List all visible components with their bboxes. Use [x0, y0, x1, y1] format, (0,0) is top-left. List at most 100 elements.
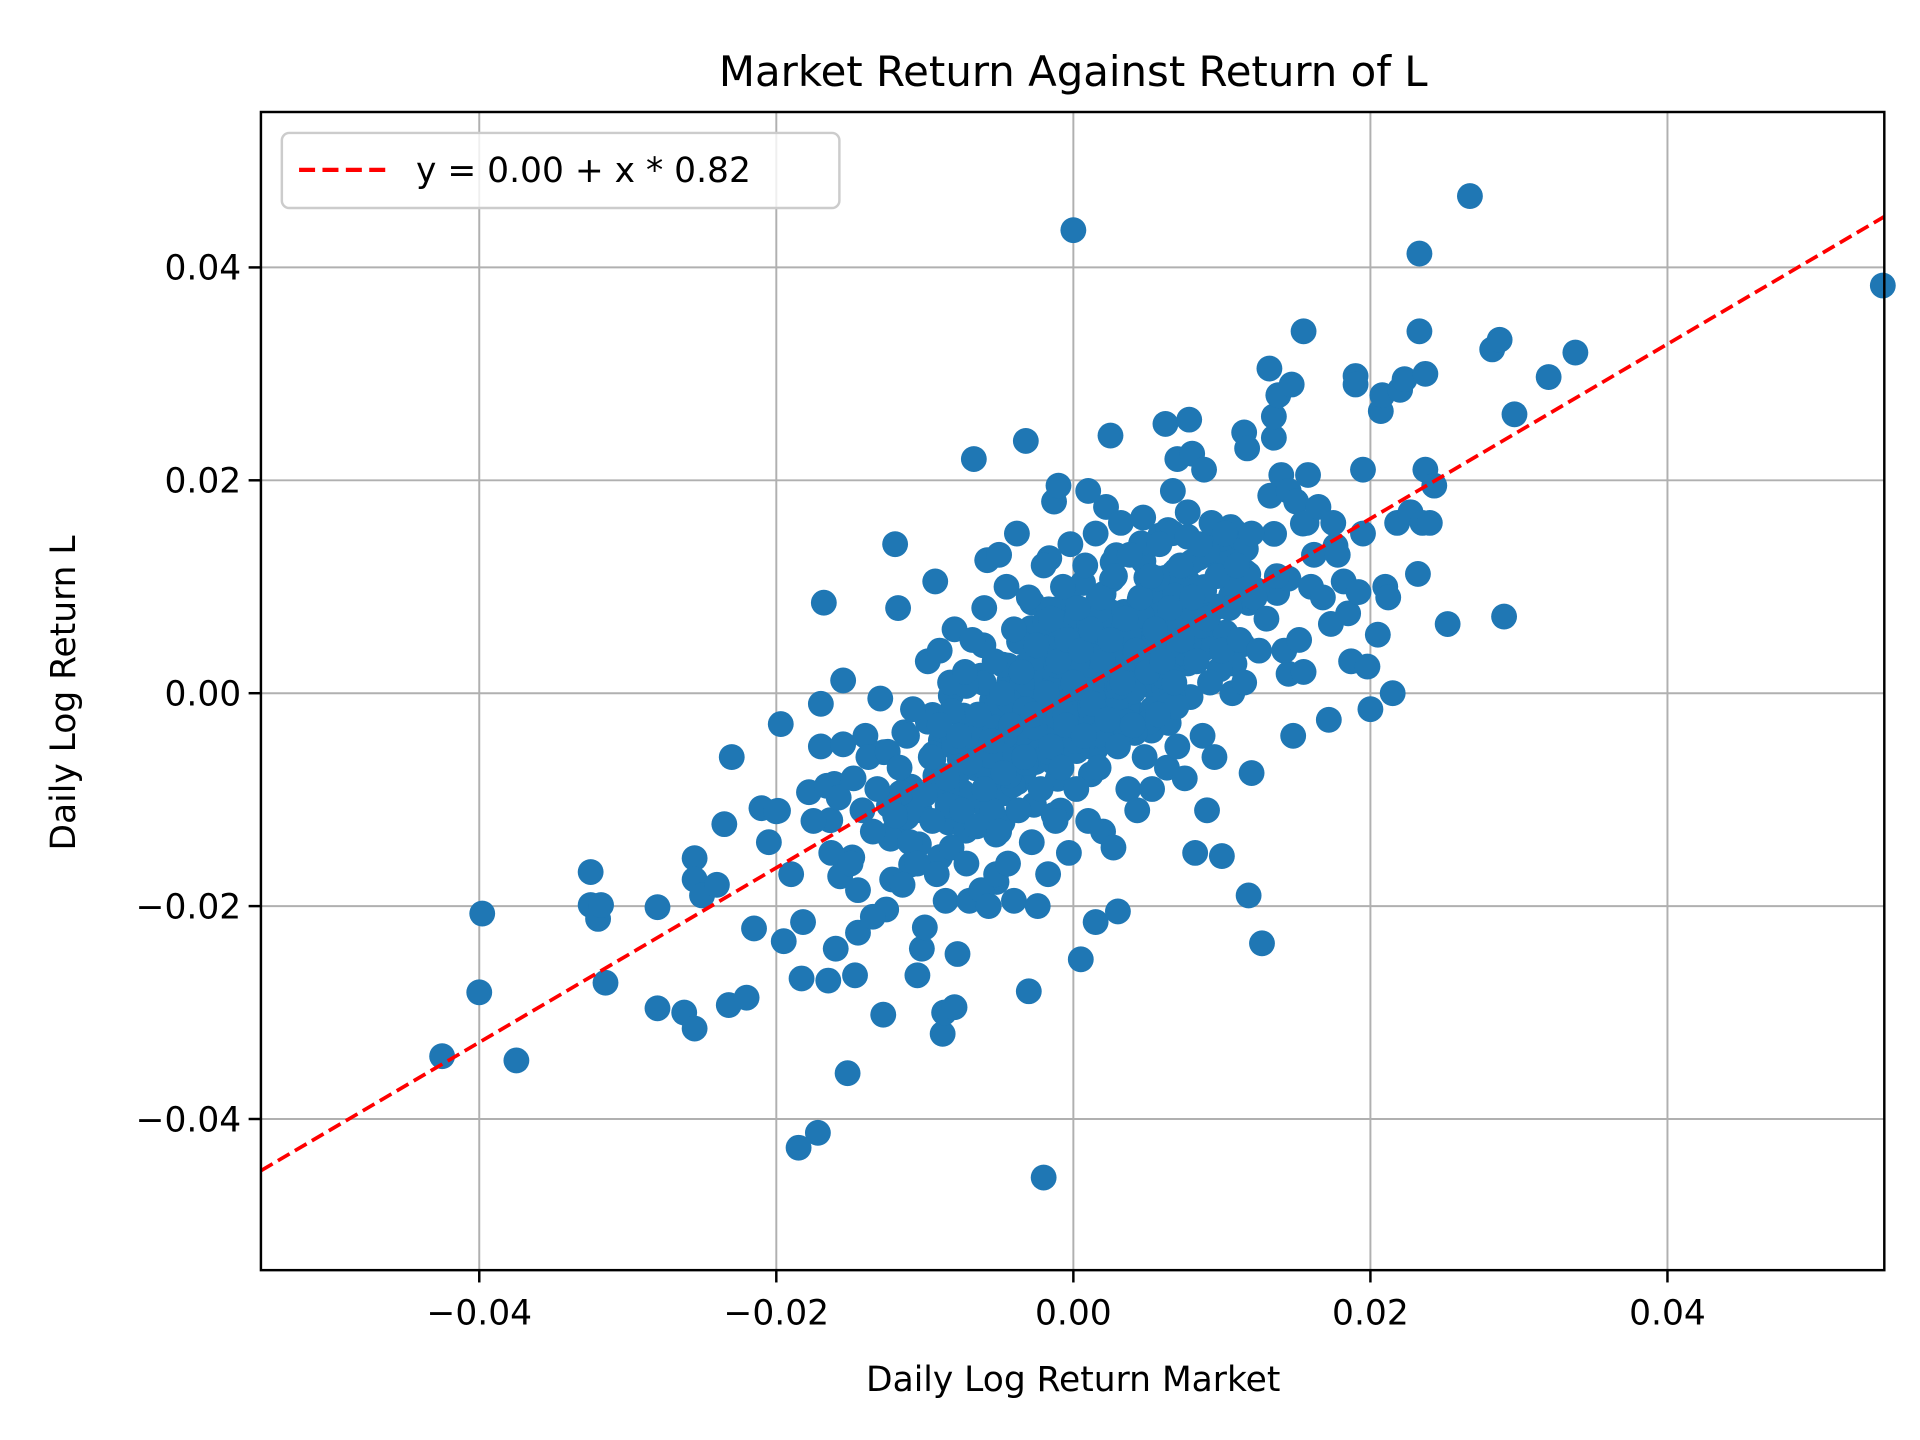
- data-point: [1290, 318, 1317, 345]
- data-point: [1018, 829, 1045, 856]
- legend-box: [280, 131, 841, 210]
- fit-line: [259, 215, 1886, 1173]
- data-point: [1060, 217, 1087, 244]
- data-point: [1357, 696, 1384, 723]
- data-point: [989, 680, 1015, 707]
- data-point: [1067, 946, 1094, 973]
- data-point: [588, 892, 614, 918]
- data-point: [1501, 401, 1528, 428]
- data-point: [959, 627, 986, 653]
- data-point: [952, 658, 978, 685]
- y-tick-label: −0.04: [136, 1100, 242, 1140]
- data-point: [1139, 776, 1165, 802]
- data-point: [681, 845, 708, 872]
- data-point: [904, 962, 931, 989]
- data-point: [1201, 744, 1228, 770]
- data-point: [971, 595, 998, 621]
- data-point: [1211, 520, 1238, 547]
- data-point: [1434, 611, 1461, 637]
- data-point: [1137, 563, 1164, 590]
- data-point: [1057, 531, 1084, 558]
- x-tick-label: 0.04: [1629, 1293, 1706, 1333]
- data-point: [1345, 579, 1372, 606]
- data-point: [917, 744, 944, 770]
- data-point: [830, 667, 857, 694]
- data-point: [1070, 722, 1097, 749]
- data-point: [1231, 669, 1258, 696]
- data-point: [1406, 240, 1433, 267]
- data-point: [1204, 563, 1231, 590]
- data-point: [1379, 680, 1406, 707]
- data-point: [837, 850, 864, 877]
- data-point: [956, 749, 983, 776]
- data-point: [1295, 462, 1321, 488]
- data-point: [1097, 422, 1124, 449]
- data-point: [1186, 531, 1213, 558]
- data-point: [1290, 658, 1317, 685]
- data-point: [926, 637, 953, 664]
- data-point: [1335, 600, 1362, 627]
- data-point: [1562, 339, 1589, 366]
- data-point: [1127, 584, 1154, 611]
- data-point: [1412, 360, 1439, 387]
- data-point: [1283, 488, 1310, 515]
- data-point: [1075, 478, 1102, 504]
- data-point: [885, 595, 912, 621]
- data-point: [711, 811, 738, 838]
- data-point: [790, 909, 816, 935]
- data-point: [926, 712, 953, 739]
- data-point: [852, 722, 879, 749]
- y-tick-label: 0.04: [165, 249, 242, 289]
- data-point: [1082, 520, 1109, 547]
- data-point: [889, 871, 916, 898]
- data-point: [469, 900, 496, 927]
- x-tick-label: 0.02: [1332, 1293, 1409, 1333]
- y-tick-label: 0.00: [165, 675, 242, 715]
- data-point: [1152, 410, 1179, 437]
- data-point: [1097, 627, 1124, 653]
- data-point: [1112, 605, 1139, 632]
- data-point: [1131, 744, 1158, 770]
- y-tick-label: 0.02: [165, 462, 242, 502]
- data-point: [845, 877, 871, 904]
- data-point: [1416, 509, 1443, 536]
- data-point: [1182, 839, 1209, 866]
- chart-title: Market Return Against Return of L: [719, 47, 1428, 96]
- legend: y = 0.00 + x * 0.82: [280, 131, 841, 210]
- data-point: [778, 861, 805, 888]
- data-point: [741, 915, 767, 942]
- data-point: [1035, 861, 1062, 888]
- data-point: [990, 760, 1017, 786]
- data-point: [897, 829, 923, 856]
- data-point: [1024, 893, 1051, 920]
- data-point: [1090, 648, 1116, 675]
- data-point: [1246, 637, 1272, 664]
- y-tick-label: −0.02: [136, 887, 242, 927]
- x-tick-label: −0.02: [724, 1293, 830, 1333]
- data-point: [1256, 355, 1283, 382]
- data-point: [1391, 366, 1418, 393]
- data-point: [995, 850, 1021, 877]
- data-point: [503, 1047, 530, 1074]
- data-point: [1146, 531, 1173, 558]
- data-point: [1406, 318, 1433, 345]
- data-point: [882, 531, 909, 558]
- data-point: [867, 685, 894, 712]
- data-point: [592, 969, 619, 996]
- data-point: [1011, 744, 1038, 770]
- data-point: [1067, 637, 1094, 664]
- data-point: [804, 1119, 831, 1146]
- data-point: [1104, 733, 1131, 760]
- data-point: [703, 871, 730, 898]
- data-point: [755, 829, 782, 856]
- data-point: [971, 776, 998, 802]
- data-point: [944, 941, 971, 967]
- data-point: [1405, 561, 1431, 587]
- data-point: [1286, 627, 1313, 653]
- data-point: [1005, 797, 1032, 824]
- data-point: [870, 1001, 897, 1028]
- data-point: [1179, 584, 1206, 611]
- data-point: [1015, 584, 1042, 611]
- data-point: [1023, 632, 1050, 659]
